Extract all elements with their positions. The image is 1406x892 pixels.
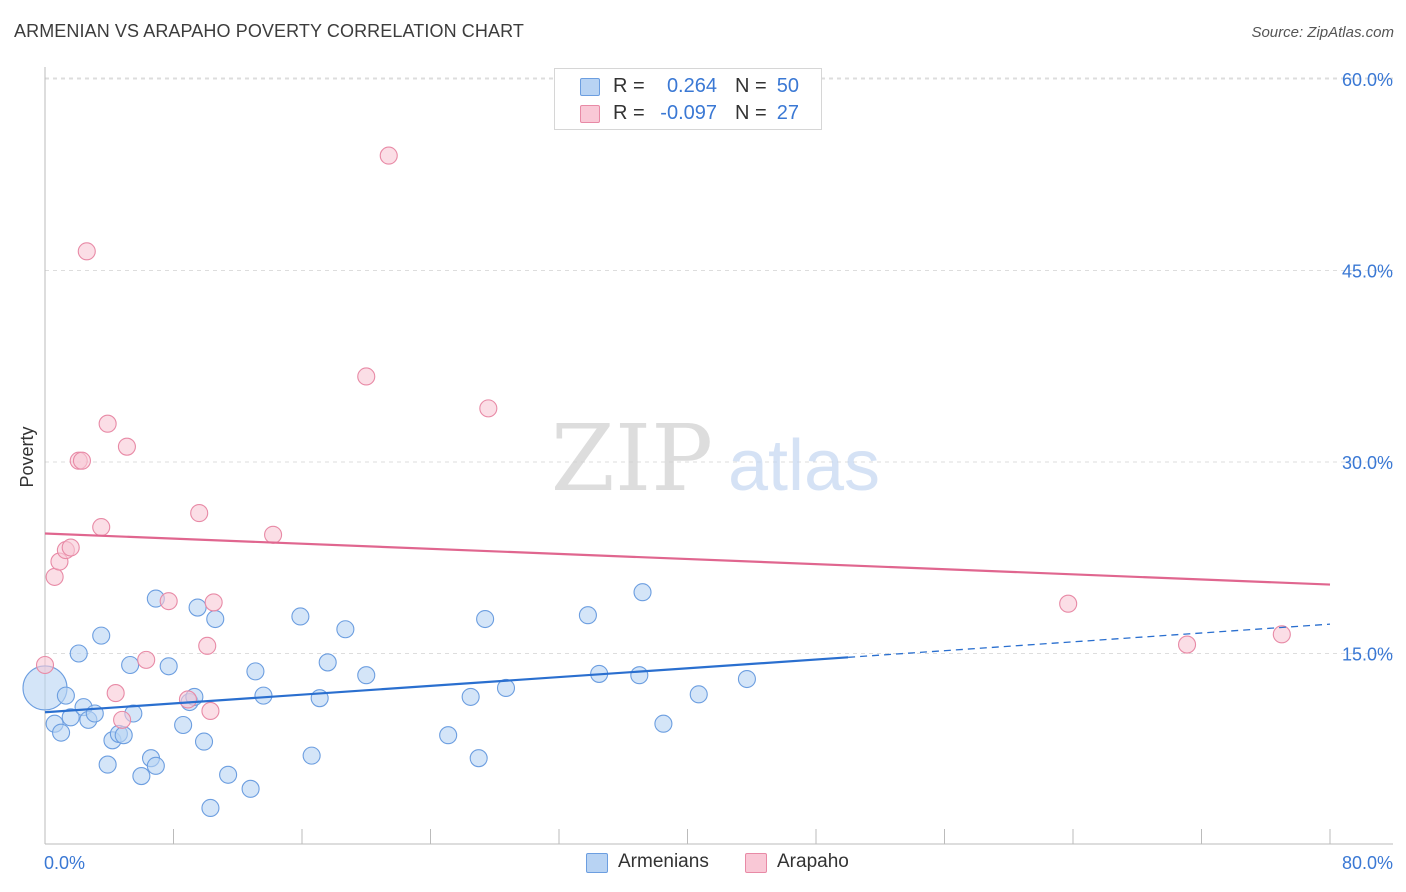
armenians-point — [254, 686, 273, 705]
y-axis-label: Poverty — [17, 426, 37, 487]
armenians-point — [98, 755, 117, 774]
armenians-point — [630, 666, 649, 685]
legend-n-value: 50 — [776, 75, 799, 97]
watermark-zip: ZIP — [551, 405, 713, 512]
bottom-legend-swatch-blue — [586, 853, 608, 873]
arapaho-point — [77, 242, 96, 261]
armenians-point — [241, 779, 260, 798]
armenians-point — [461, 687, 480, 706]
arapaho-point — [264, 525, 283, 544]
armenians-point — [336, 620, 355, 639]
bottom-legend-label: Arapaho — [777, 851, 849, 872]
armenians-point — [357, 666, 376, 685]
armenians-trend-extension — [848, 623, 1331, 658]
arapaho-point — [178, 690, 198, 709]
legend-n-value: 27 — [776, 102, 799, 124]
arapaho-point — [1272, 625, 1291, 644]
arapaho-point — [72, 451, 91, 470]
armenians-point — [201, 798, 220, 818]
armenians-point — [469, 749, 488, 768]
bottom-legend-label: Armenians — [618, 851, 709, 872]
legend-r-label: R = — [613, 102, 645, 124]
armenians-point — [121, 655, 140, 675]
armenians-point — [633, 583, 652, 602]
arapaho-point — [92, 518, 111, 537]
x-tick-label: 0.0% — [44, 853, 85, 873]
arapaho-point — [357, 367, 376, 386]
arapaho-point — [198, 636, 217, 655]
legend-n-label: N = — [735, 102, 767, 124]
armenians-trend-line — [44, 656, 849, 714]
armenians-point — [737, 669, 756, 689]
armenians-point — [69, 644, 88, 663]
arapaho-point — [137, 650, 156, 669]
chart-source: Source: ZipAtlas.com — [1251, 24, 1394, 41]
grid-layer — [45, 77, 1393, 654]
axis-layer: 15.0% 30.0% 45.0% 60.0% 0.0% 80.0% — [44, 67, 1393, 873]
armenians-point — [146, 756, 165, 775]
arapaho-point — [98, 414, 117, 433]
arapaho-point — [204, 593, 223, 612]
armenians-point — [246, 662, 265, 681]
legend-swatch-blue — [580, 78, 600, 96]
legend-r-value: 0.264 — [666, 75, 717, 97]
armenians-point — [689, 685, 708, 704]
arapaho-point — [201, 701, 220, 721]
arapaho-trend-line — [44, 532, 1331, 586]
armenians-point — [174, 715, 193, 735]
armenians-point — [132, 767, 151, 786]
watermark-atlas: atlas — [728, 426, 880, 506]
armenians-point — [114, 726, 133, 745]
arapaho-point — [159, 592, 178, 611]
armenians-point — [188, 598, 207, 617]
legend-r-label: R = — [613, 75, 645, 97]
armenians-point — [56, 686, 75, 705]
armenians-point — [496, 678, 516, 698]
armenians-point — [206, 609, 225, 629]
x-tick-label: 80.0% — [1342, 853, 1393, 873]
legend-n-label: N = — [735, 75, 767, 97]
armenians-point — [439, 726, 458, 745]
chart-title: ARMENIAN VS ARAPAHO POVERTY CORRELATION … — [14, 21, 524, 41]
armenians-point — [52, 723, 71, 742]
arapaho-point — [190, 504, 209, 523]
y-tick-label: 60.0% — [1342, 70, 1393, 90]
armenians-point — [654, 714, 673, 733]
bottom-legend-swatch-pink — [745, 853, 767, 873]
watermark: ZIP atlas — [551, 405, 880, 512]
arapaho-point — [35, 655, 55, 675]
armenians-point — [302, 746, 321, 765]
armenians-point — [92, 626, 111, 645]
arapaho-point — [379, 146, 398, 165]
arapaho-point — [45, 567, 64, 586]
legend-swatch-pink — [580, 105, 600, 123]
y-tick-label: 15.0% — [1342, 645, 1393, 665]
arapaho-point — [1177, 635, 1197, 654]
arapaho-point — [479, 399, 498, 418]
arapaho-point — [61, 538, 80, 557]
legend-box: R = 0.264 N = 50 R = -0.097 N = 27 — [554, 68, 822, 130]
points-layer — [22, 146, 1291, 818]
y-tick-label: 30.0% — [1342, 453, 1393, 473]
armenians-point — [476, 609, 495, 629]
arapaho-point — [1059, 594, 1078, 613]
armenians-point — [578, 606, 597, 625]
armenians-point — [61, 708, 80, 727]
legend-r-value: -0.097 — [660, 102, 717, 124]
y-tick-label: 45.0% — [1342, 262, 1393, 282]
armenians-point — [318, 653, 337, 672]
arapaho-point — [106, 684, 125, 703]
armenians-point — [219, 765, 238, 784]
arapaho-point — [117, 437, 136, 456]
armenians-point — [291, 607, 310, 626]
arapaho-point — [113, 710, 132, 729]
armenians-point — [194, 732, 214, 751]
trend-layer — [44, 532, 1331, 714]
armenians-point — [159, 657, 178, 676]
